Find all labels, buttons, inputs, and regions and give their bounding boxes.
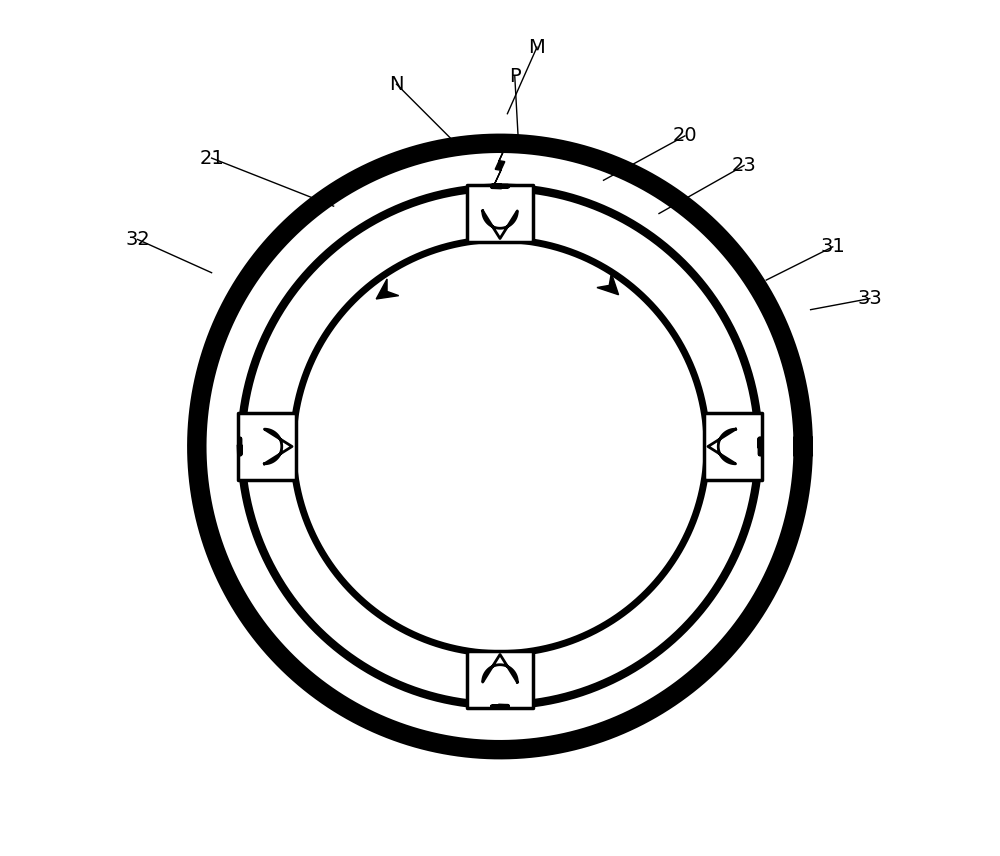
Polygon shape	[467, 185, 533, 242]
Polygon shape	[467, 651, 533, 708]
Text: 32: 32	[125, 230, 150, 249]
Text: 23: 23	[732, 156, 756, 175]
Polygon shape	[238, 413, 296, 479]
Text: N: N	[389, 74, 404, 93]
Text: 20: 20	[673, 127, 697, 146]
Polygon shape	[376, 279, 399, 299]
Text: 33: 33	[857, 289, 882, 308]
Polygon shape	[704, 413, 762, 479]
Text: 31: 31	[820, 237, 845, 256]
Polygon shape	[708, 429, 736, 464]
Text: M: M	[529, 38, 545, 56]
Polygon shape	[597, 273, 619, 294]
Text: P: P	[509, 68, 521, 86]
Polygon shape	[483, 655, 517, 682]
Polygon shape	[264, 429, 292, 464]
Text: 21: 21	[199, 149, 224, 168]
Polygon shape	[494, 146, 506, 185]
Polygon shape	[483, 211, 517, 239]
